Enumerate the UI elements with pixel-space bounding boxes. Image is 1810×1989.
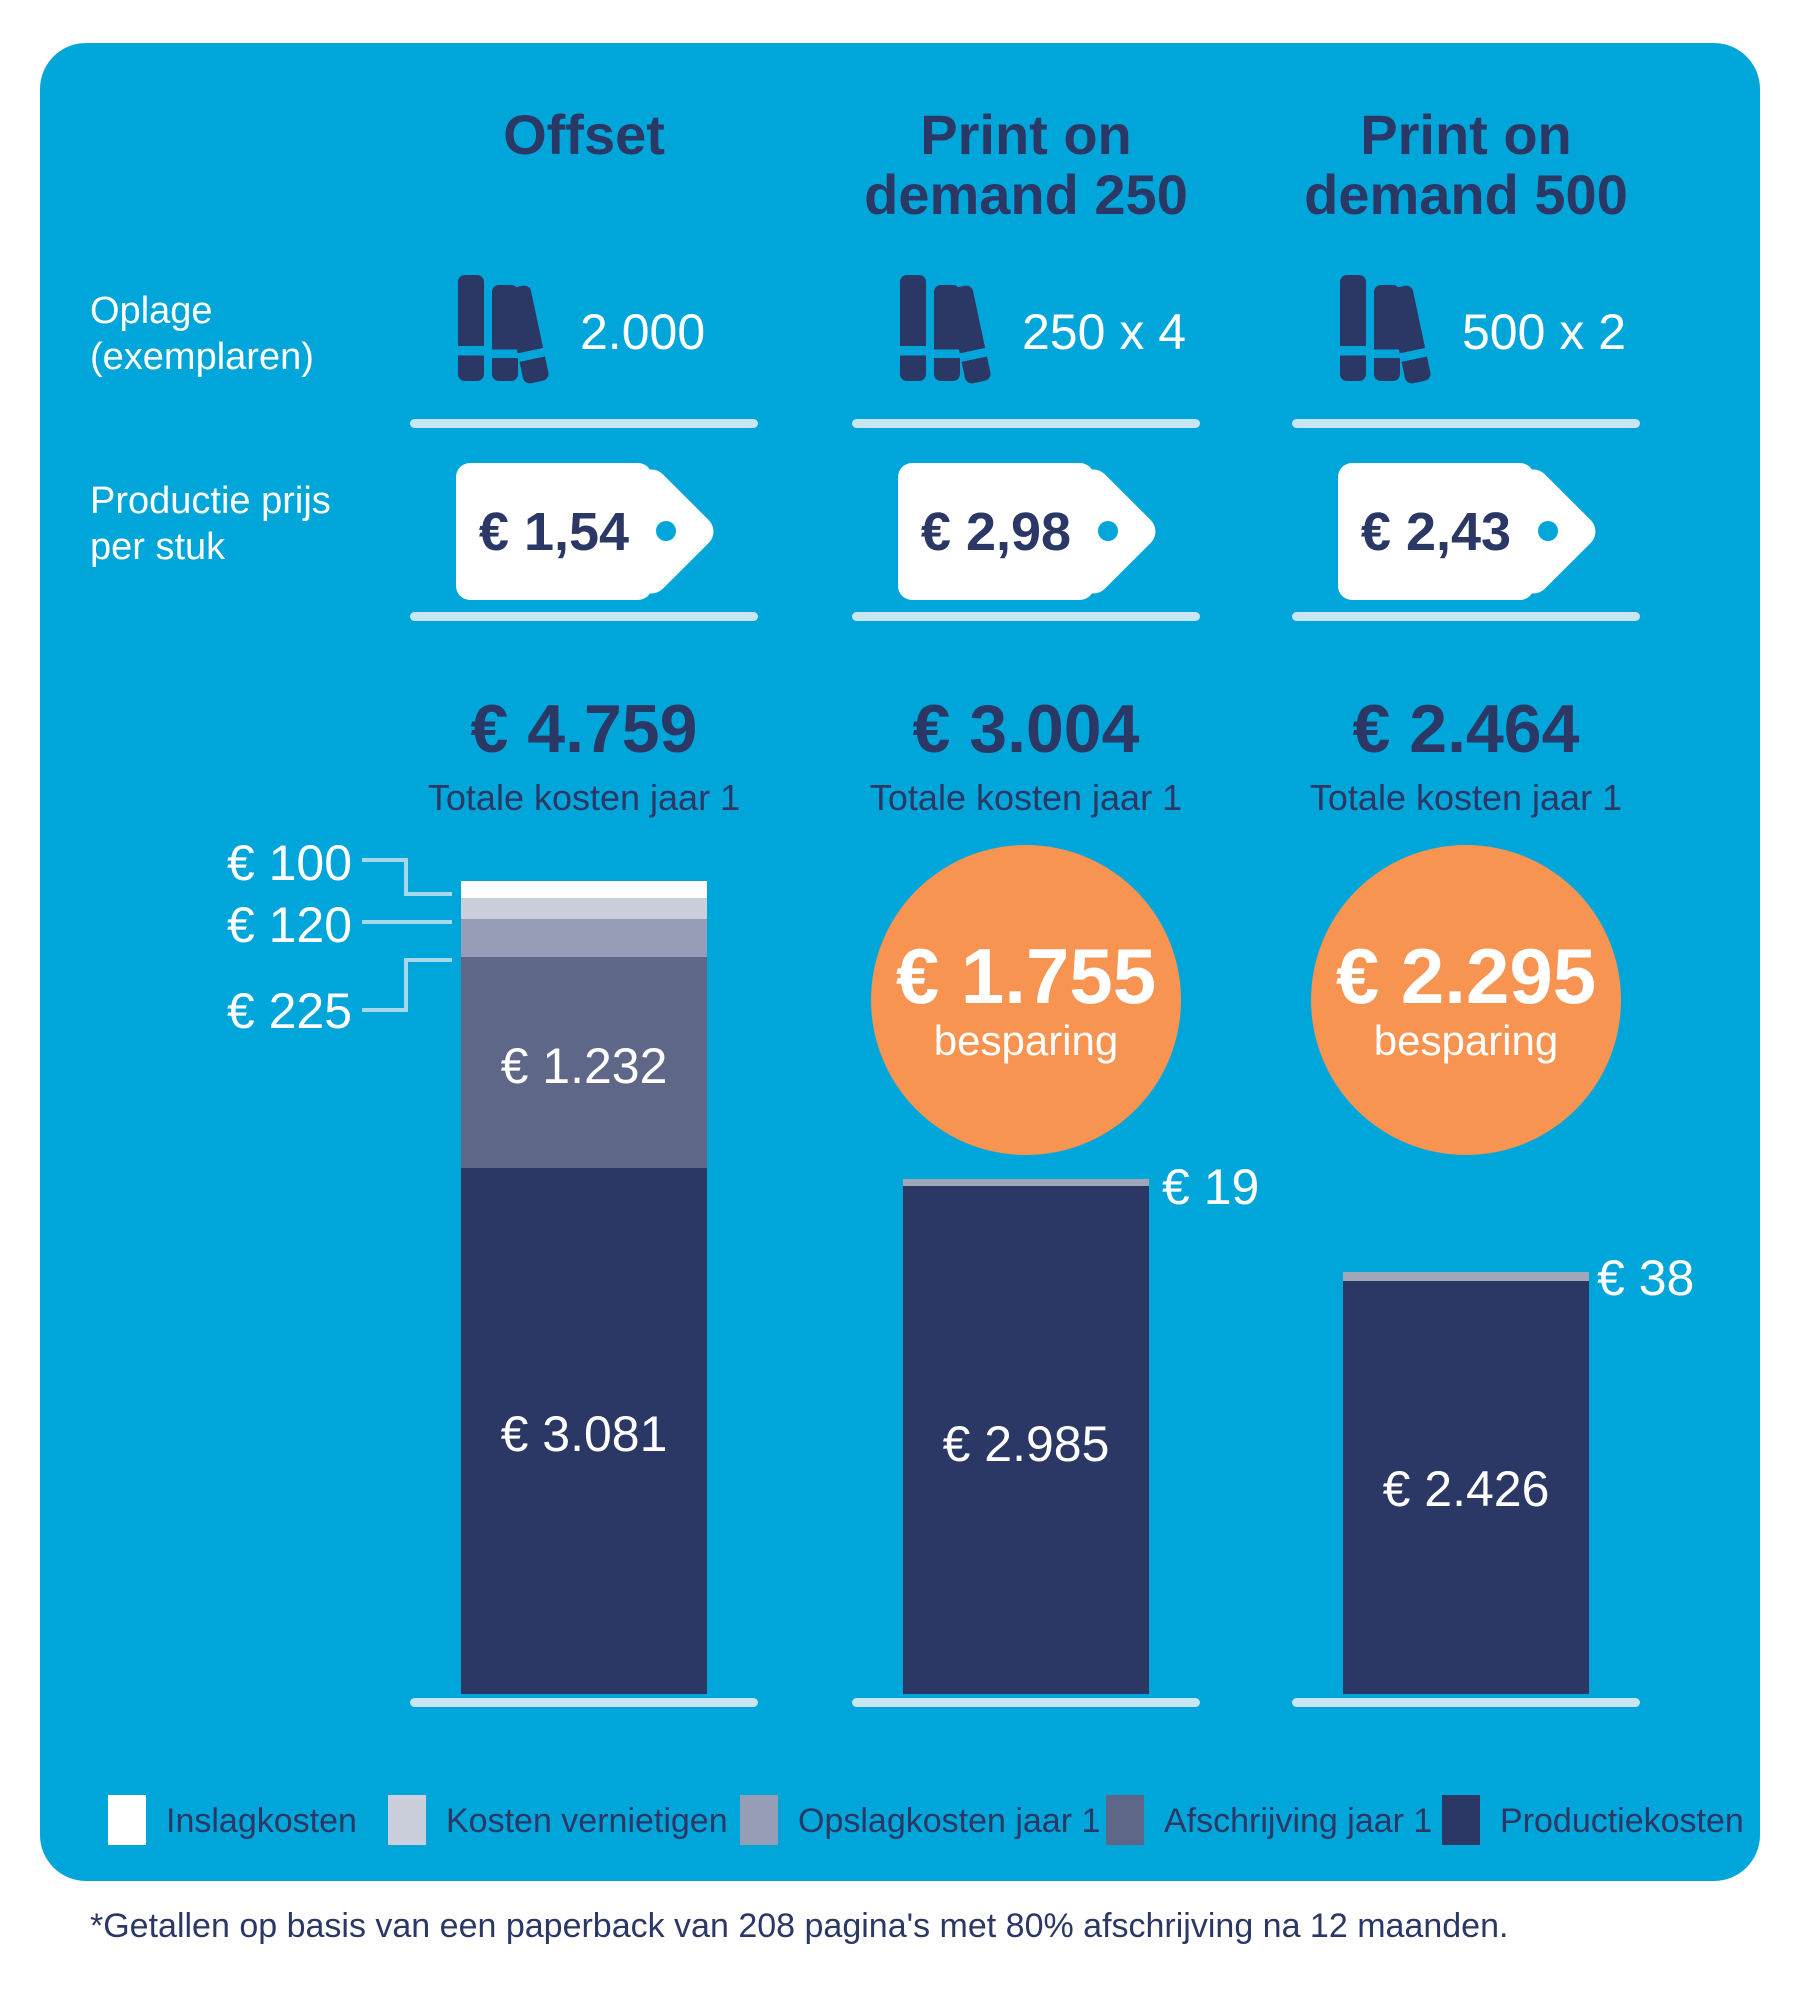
callout-connector xyxy=(404,892,452,896)
price-value-offset: € 1,54 xyxy=(478,501,630,562)
legend-label-productiekosten: Productiekosten xyxy=(1500,1802,1744,1840)
callout-connector xyxy=(404,962,408,1012)
besparing-caption: besparing xyxy=(933,1017,1119,1064)
books-icon xyxy=(900,272,1012,390)
callout-inslagkosten: € 100 xyxy=(226,835,352,891)
besparing-circle-pod250: € 1.755 besparing xyxy=(871,845,1181,1155)
bar-offset-productiekosten xyxy=(461,1168,707,1694)
divider-line xyxy=(410,612,758,621)
total-pod500: € 2.464 xyxy=(1352,691,1580,767)
row-label-oplage: Oplage (exemplaren) xyxy=(90,288,390,380)
bar-baseline xyxy=(852,1698,1200,1707)
bar-pod500-productiekosten xyxy=(1343,1281,1589,1694)
column-header-pod500: Print on demand 500 xyxy=(1246,105,1686,225)
legend-label-opslag: Opslagkosten jaar 1 xyxy=(798,1802,1101,1840)
price-value-pod250: € 2,98 xyxy=(920,501,1072,562)
legend-label-afschrijving: Afschrijving jaar 1 xyxy=(1164,1802,1433,1840)
book-icon xyxy=(458,275,484,381)
bar-baseline xyxy=(410,1698,758,1707)
price-tag-pod500: € 2,43 xyxy=(1338,462,1603,601)
bar-pod500-opslag xyxy=(1343,1272,1589,1281)
callout-opslag: € 225 xyxy=(226,983,352,1039)
header-line: demand 500 xyxy=(1304,163,1628,226)
bar-top-label-pod250: € 19 xyxy=(1162,1159,1260,1215)
books-icon xyxy=(1340,272,1452,390)
bar-top-label-pod500: € 38 xyxy=(1597,1250,1695,1306)
divider-line xyxy=(1292,419,1640,428)
row-label-line: (exemplaren) xyxy=(90,336,314,378)
price-tag-offset: € 1,54 xyxy=(456,462,721,601)
legend-swatch-productiekosten xyxy=(1442,1795,1480,1845)
row-label-line: Oplage xyxy=(90,290,213,332)
callout-connector xyxy=(362,920,452,924)
legend-label-vernietigen: Kosten vernietigen xyxy=(446,1802,728,1840)
oplage-value-pod500: 500 x 2 xyxy=(1462,304,1627,360)
divider-line xyxy=(410,419,758,428)
besparing-caption: besparing xyxy=(1373,1017,1559,1064)
legend-swatch-afschrijving xyxy=(1106,1795,1144,1845)
header-line: demand 250 xyxy=(864,163,1188,226)
divider-line xyxy=(852,612,1200,621)
legend-swatch-opslag xyxy=(740,1795,778,1845)
books-icon xyxy=(458,272,570,390)
footnote: *Getallen op basis van een paperback van… xyxy=(90,1907,1509,1945)
header-line: Print on xyxy=(1360,103,1572,166)
oplage-value-pod250: 250 x 4 xyxy=(1022,304,1187,360)
besparing-circle-pod500: € 2.295 besparing xyxy=(1311,845,1621,1155)
book-icon xyxy=(900,275,926,381)
bar-offset-afschrijving xyxy=(461,957,707,1168)
bar-offset-opslag xyxy=(461,919,707,957)
bar-label-productie-pod500: € 2.426 xyxy=(1382,1461,1550,1517)
total-caption: Totale kosten jaar 1 xyxy=(427,777,741,818)
callout-connector xyxy=(362,858,408,862)
bar-offset-vernietigen xyxy=(461,898,707,919)
price-tag-hole xyxy=(1098,521,1118,541)
bar-pod250-opslag xyxy=(903,1179,1149,1186)
legend-swatch-inslagkosten xyxy=(108,1795,146,1845)
price-value-pod500: € 2,43 xyxy=(1360,501,1512,562)
legend-swatch-vernietigen xyxy=(388,1795,426,1845)
bar-label-afschrijving: € 1.232 xyxy=(500,1038,668,1094)
oplage-value-offset: 2.000 xyxy=(580,304,706,360)
legend-label-inslagkosten: Inslagkosten xyxy=(166,1802,357,1840)
row-label-line: per stuk xyxy=(90,526,226,568)
bar-label-productie-offset: € 3.081 xyxy=(500,1406,668,1462)
divider-line xyxy=(852,419,1200,428)
book-icon xyxy=(1340,275,1366,381)
besparing-value: € 2.295 xyxy=(1335,932,1597,1020)
bar-label-productie-pod250: € 2.985 xyxy=(942,1416,1110,1472)
divider-line xyxy=(1292,612,1640,621)
total-offset: € 4.759 xyxy=(470,691,698,767)
row-label-productie-prijs: Productie prijs per stuk xyxy=(90,478,390,570)
total-caption: Totale kosten jaar 1 xyxy=(869,777,1183,818)
total-caption: Totale kosten jaar 1 xyxy=(1309,777,1623,818)
callout-connector xyxy=(362,1008,408,1012)
column-header-pod250: Print on demand 250 xyxy=(806,105,1246,225)
price-tag-pod250: € 2,98 xyxy=(898,462,1163,601)
callout-vernietigen: € 120 xyxy=(226,897,352,953)
price-tag-hole xyxy=(656,521,676,541)
bar-pod250-productiekosten xyxy=(903,1186,1149,1694)
column-header-offset: Offset xyxy=(364,105,804,165)
bar-offset-inslagkosten xyxy=(461,881,707,898)
besparing-value: € 1.755 xyxy=(895,932,1157,1020)
callout-connector xyxy=(404,858,408,896)
bar-baseline xyxy=(1292,1698,1640,1707)
header-line: Print on xyxy=(920,103,1132,166)
header-line: Offset xyxy=(503,103,665,166)
total-pod250: € 3.004 xyxy=(912,691,1140,767)
price-tag-hole xyxy=(1538,521,1558,541)
callout-connector xyxy=(404,958,452,962)
row-label-line: Productie prijs xyxy=(90,480,331,522)
